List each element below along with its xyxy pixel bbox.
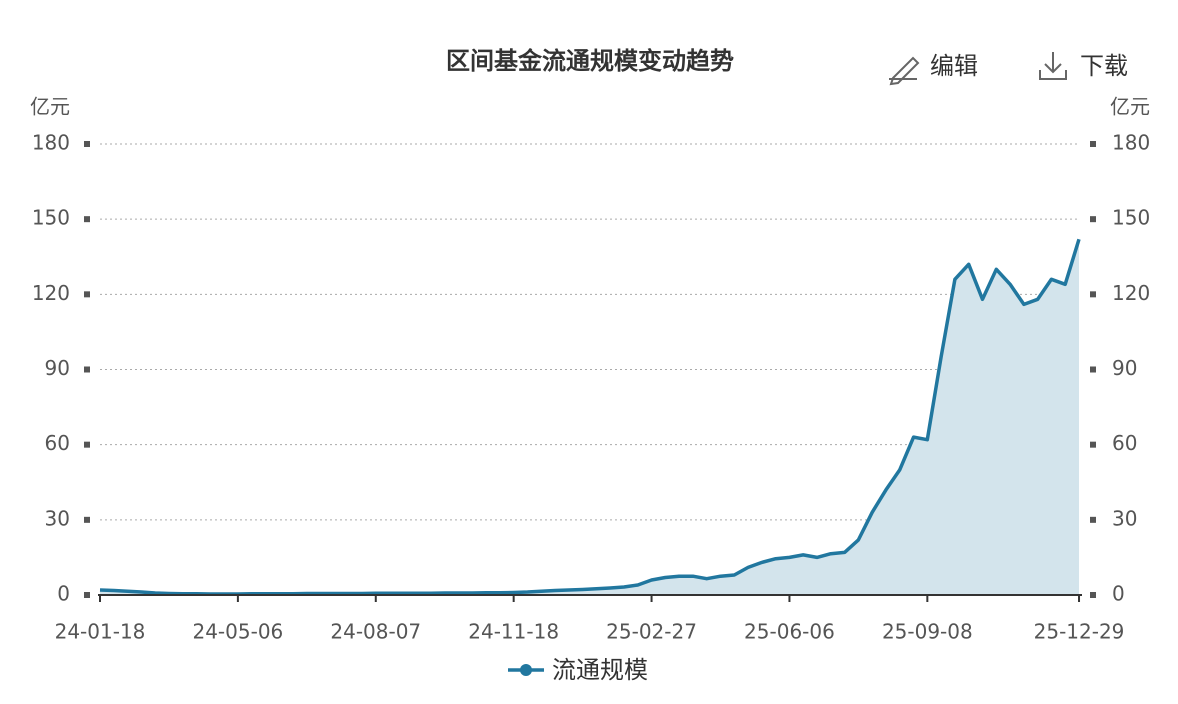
- y-tick-mark-right: [1090, 366, 1096, 373]
- y-tick-mark: [84, 216, 90, 223]
- legend-marker: [520, 664, 532, 676]
- x-tick-label: 24-01-18: [55, 620, 146, 644]
- y-tick-label: 30: [45, 506, 70, 530]
- y-tick-mark: [84, 516, 90, 523]
- download-icon: [1039, 52, 1067, 80]
- y-unit-left: 亿元: [30, 95, 70, 119]
- line: [99, 238, 1081, 596]
- y-tick-label-right: 120: [1112, 281, 1150, 305]
- legend-label: 流通规模: [552, 656, 648, 684]
- y-tick-mark: [84, 291, 90, 298]
- y-tick-label-right: 150: [1112, 206, 1150, 230]
- y-unit-right: 亿元: [1110, 95, 1150, 119]
- x-tick-label: 24-11-18: [468, 620, 559, 644]
- y-tick-label-right: 0: [1112, 582, 1125, 606]
- y-tick-mark-right: [1090, 141, 1096, 147]
- y-tick-mark-right: [1090, 516, 1096, 523]
- y-tick-mark: [84, 366, 90, 373]
- area: [100, 239, 1080, 595]
- y-tick-label: 120: [32, 281, 70, 305]
- x-tick-label: 24-05-06: [192, 620, 283, 644]
- y-tick-mark: [84, 592, 90, 598]
- legend-item: 流通规模: [508, 656, 648, 684]
- y-tick-label-right: 90: [1112, 356, 1137, 380]
- download-label[interactable]: 下载: [1080, 52, 1128, 80]
- y-tick-label: 180: [32, 131, 70, 155]
- x-tick-label: 25-12-29: [1034, 620, 1125, 644]
- x-tick-label: 24-08-07: [330, 620, 421, 644]
- y-tick-mark-right: [1090, 592, 1096, 598]
- y-tick-mark-right: [1090, 441, 1096, 448]
- y-tick-label-right: 180: [1112, 131, 1150, 155]
- y-tick-label: 90: [45, 356, 70, 380]
- y-tick-label-right: 30: [1112, 506, 1137, 530]
- y-tick-label: 150: [32, 206, 70, 230]
- y-tick-label: 0: [57, 582, 70, 606]
- x-tick-label: 25-09-08: [882, 620, 973, 644]
- x-tick-label: 25-02-27: [606, 620, 697, 644]
- edit-button[interactable]: 编辑: [889, 52, 978, 86]
- y-tick-mark-right: [1090, 216, 1096, 223]
- download-button[interactable]: 下载: [1039, 52, 1128, 80]
- y-tick-mark-right: [1090, 291, 1096, 298]
- y-tick-mark: [84, 141, 90, 147]
- x-tick-label: 25-06-06: [744, 620, 835, 644]
- y-tick-label: 60: [45, 431, 70, 455]
- edit-icon: [889, 56, 920, 86]
- chart-title: 区间基金流通规模变动趋势: [446, 47, 734, 75]
- y-tick-label-right: 60: [1112, 431, 1137, 455]
- edit-label[interactable]: 编辑: [930, 52, 978, 80]
- y-tick-mark: [84, 441, 90, 448]
